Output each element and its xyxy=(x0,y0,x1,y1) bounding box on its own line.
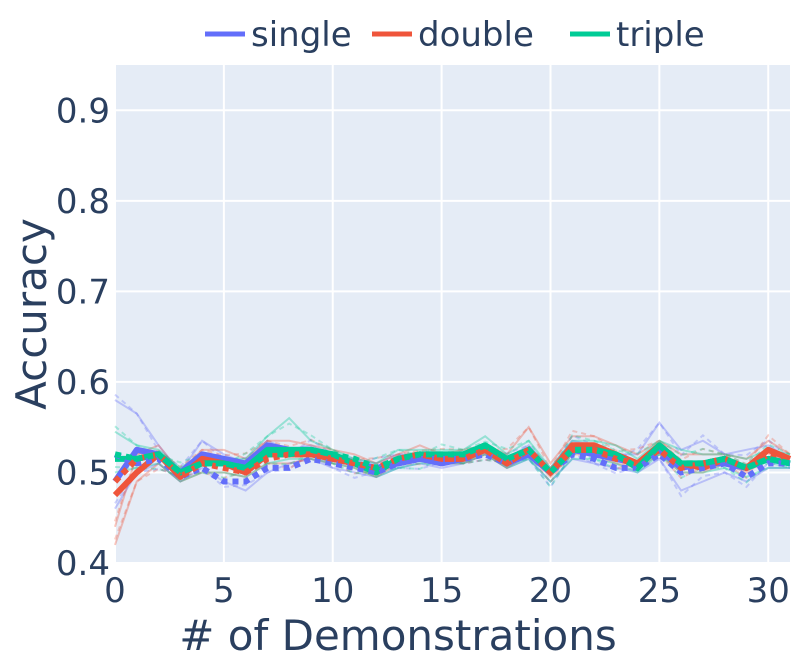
y-tick-label-2: 0.6 xyxy=(56,363,110,403)
grid xyxy=(114,65,790,564)
x-tick-label-4: 20 xyxy=(529,571,572,611)
y-tick-label-1: 0.5 xyxy=(56,453,110,493)
legend-label-double: double xyxy=(418,15,534,55)
y-tick-label-4: 0.8 xyxy=(56,182,110,222)
legend: single double triple xyxy=(205,15,705,55)
legend-label-single: single xyxy=(251,15,352,55)
x-axis-title: # of Demonstrations xyxy=(179,611,616,660)
x-tick-label-5: 25 xyxy=(638,571,681,611)
y-axis-title: Accuracy xyxy=(7,218,56,410)
triple-mean-dotted-line xyxy=(114,441,791,477)
plot-background xyxy=(115,65,790,563)
y-tick-labels: 0.4 0.5 0.6 0.7 0.8 0.9 xyxy=(56,91,110,584)
series-lines xyxy=(112,393,792,546)
y-tick-label-3: 0.7 xyxy=(56,272,110,312)
x-tick-label-0: 0 xyxy=(104,571,126,611)
double-mean-dotted-line xyxy=(112,445,791,484)
single-run-line-1 xyxy=(114,453,790,510)
y-tick-label-5: 0.9 xyxy=(56,91,110,131)
x-tick-label-3: 15 xyxy=(420,571,463,611)
x-tick-label-2: 10 xyxy=(311,571,354,611)
y-tick-label-0: 0.4 xyxy=(56,544,110,584)
x-tick-labels: 0 5 10 15 20 25 30 xyxy=(104,571,790,611)
x-tick-label-6: 30 xyxy=(747,571,790,611)
x-tick-label-1: 5 xyxy=(213,571,235,611)
legend-label-triple: triple xyxy=(616,15,705,55)
